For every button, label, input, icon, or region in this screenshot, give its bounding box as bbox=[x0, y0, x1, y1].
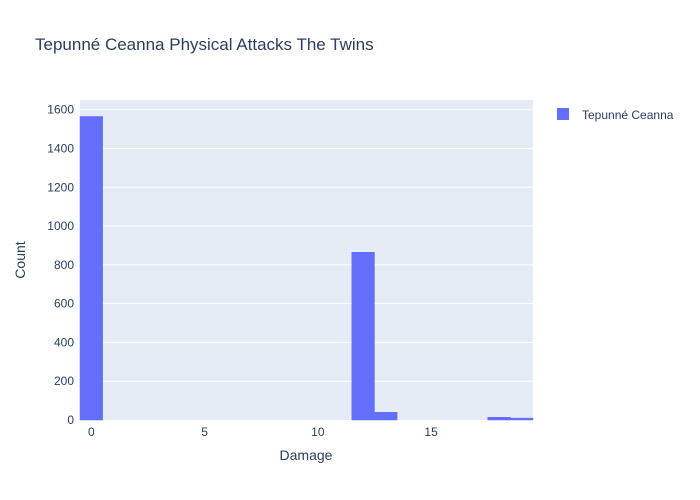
y-tick-label: 1000 bbox=[47, 219, 74, 233]
legend-label-tepunne-ceanna: Tepunné Ceanna bbox=[582, 108, 674, 122]
y-tick-label: 200 bbox=[54, 374, 74, 388]
chart-title: Tepunné Ceanna Physical Attacks The Twin… bbox=[35, 35, 374, 54]
x-tick-label: 15 bbox=[424, 425, 438, 439]
y-tick-label: 400 bbox=[54, 335, 74, 349]
bars bbox=[79, 116, 534, 421]
histogram-bar[interactable] bbox=[351, 251, 375, 421]
plot-area bbox=[80, 100, 533, 420]
x-tick-label: 0 bbox=[88, 425, 95, 439]
y-tick-label: 0 bbox=[67, 413, 74, 427]
legend-swatch-tepunne-ceanna bbox=[557, 108, 569, 120]
histogram-bar[interactable] bbox=[510, 417, 534, 421]
y-tick-label: 800 bbox=[54, 258, 74, 272]
histogram-bar[interactable] bbox=[487, 417, 511, 421]
y-tick-labels: 0 200 400 600 800 1000 1200 1400 1600 bbox=[47, 103, 74, 427]
x-tick-label: 5 bbox=[201, 425, 208, 439]
y-tick-label: 600 bbox=[54, 297, 74, 311]
x-axis-title: Damage bbox=[280, 447, 333, 463]
histogram-bar[interactable] bbox=[79, 116, 103, 421]
y-tick-label: 1600 bbox=[47, 103, 74, 117]
y-axis-title: Count bbox=[12, 241, 28, 278]
y-gridlines bbox=[80, 109, 533, 382]
y-tick-label: 1400 bbox=[47, 141, 74, 155]
x-tick-labels: 0 5 10 15 bbox=[88, 425, 438, 439]
histogram-bar[interactable] bbox=[374, 411, 398, 421]
legend[interactable]: Tepunné Ceanna bbox=[557, 108, 674, 122]
x-tick-label: 10 bbox=[311, 425, 325, 439]
y-tick-label: 1200 bbox=[47, 180, 74, 194]
